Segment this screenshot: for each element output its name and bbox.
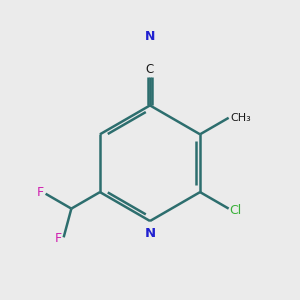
- Text: N: N: [145, 227, 156, 240]
- Text: N: N: [145, 30, 155, 43]
- Text: C: C: [146, 63, 154, 76]
- Text: CH₃: CH₃: [230, 113, 251, 123]
- Text: F: F: [55, 232, 62, 245]
- Text: F: F: [37, 186, 44, 199]
- Text: Cl: Cl: [230, 204, 242, 217]
